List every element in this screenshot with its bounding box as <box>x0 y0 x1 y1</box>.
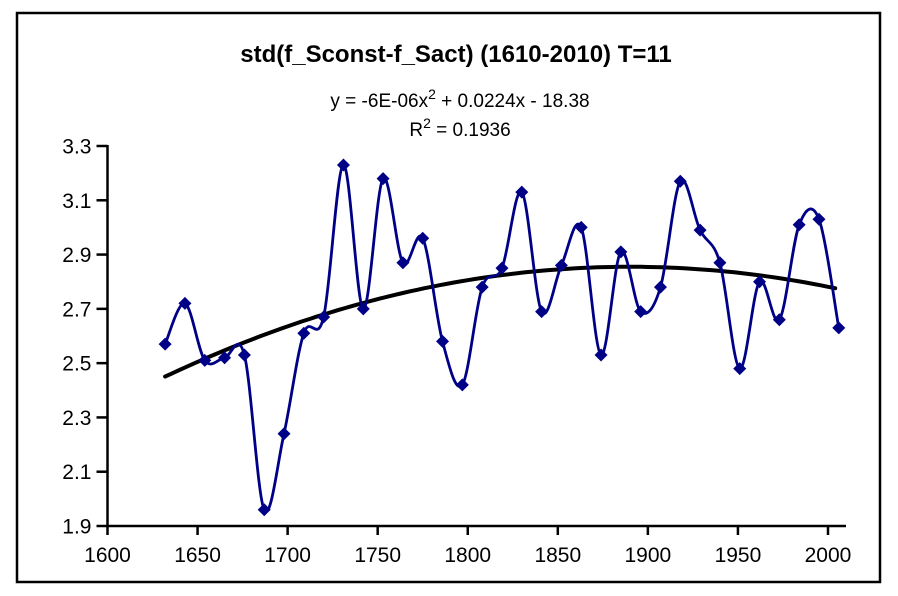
data-point-marker <box>218 351 232 365</box>
data-point-marker <box>178 296 192 310</box>
y-axis-tick-label: 2.5 <box>62 353 91 376</box>
data-point-marker <box>772 313 786 327</box>
trendline-layer <box>163 264 838 379</box>
axes: 1.9 2.1 2.3 2.5 2.7 2.9 3.1 3.3 1600 1650 1700 1750… <box>62 136 851 568</box>
data-point-marker <box>653 280 667 294</box>
data-point-marker <box>753 275 767 289</box>
data-point-marker <box>634 305 648 319</box>
data-point-marker <box>455 378 469 392</box>
chart-border <box>15 11 882 584</box>
y-axis-tick-label: 2.7 <box>62 298 91 321</box>
data-point-marker <box>158 337 172 351</box>
x-axis-tick-label: 1650 <box>174 544 221 567</box>
data-point-marker <box>812 212 826 226</box>
x-axis-tick-label: 1950 <box>715 544 762 567</box>
data-point-marker <box>574 220 588 234</box>
y-axis-tick-label: 2.1 <box>62 461 91 484</box>
x-axis-tick-label: 1800 <box>444 544 491 567</box>
data-point-marker <box>554 258 568 272</box>
data-point-marker <box>535 305 549 319</box>
r-squared-label: R2 = 0.1936 <box>409 115 510 141</box>
data-point-marker <box>733 362 747 376</box>
y-axis-tick-label: 1.9 <box>62 516 91 539</box>
x-axis-tick-label: 1600 <box>84 544 131 567</box>
y-axis-tick-label: 3.3 <box>62 136 91 159</box>
data-point-marker <box>614 245 628 259</box>
data-point-marker <box>376 172 390 186</box>
data-point-marker <box>792 218 806 232</box>
data-point-marker <box>693 223 707 237</box>
data-point-marker <box>297 326 311 340</box>
data-point-marker <box>832 321 846 335</box>
y-axis-tick-label: 2.9 <box>62 244 91 267</box>
data-point-marker <box>713 256 727 270</box>
data-point-marker <box>673 174 687 188</box>
chart-title: std(f_Sconst-f_Sact) (1610-2010) T=11 <box>240 41 672 68</box>
data-point-marker <box>495 261 509 275</box>
x-axis-tick-label: 1850 <box>534 544 581 567</box>
data-point-marker <box>237 348 251 362</box>
y-axis-tick-label: 3.1 <box>62 190 91 213</box>
data-point-marker <box>594 348 608 362</box>
trendline-equation: y = -6E-06x2 + 0.0224x - 18.38 <box>330 86 589 112</box>
data-point-marker <box>396 256 410 270</box>
data-point-marker <box>198 353 212 367</box>
data-point-marker <box>336 158 350 172</box>
data-series-layer <box>158 158 846 517</box>
trendline-curve <box>163 264 838 379</box>
x-axis-tick-label: 1900 <box>625 544 672 567</box>
data-point-marker <box>317 310 331 324</box>
x-axis-tick-label: 2000 <box>805 544 852 567</box>
data-point-marker <box>515 185 529 199</box>
x-axis-tick-label: 1750 <box>354 544 401 567</box>
data-point-marker <box>436 334 450 348</box>
data-point-marker <box>416 231 430 245</box>
data-point-marker <box>277 427 291 441</box>
data-point-marker <box>356 302 370 316</box>
y-axis-tick-label: 2.3 <box>62 407 91 430</box>
data-point-marker <box>257 503 271 517</box>
data-point-marker <box>475 280 489 294</box>
x-axis-tick-label: 1700 <box>264 544 311 567</box>
